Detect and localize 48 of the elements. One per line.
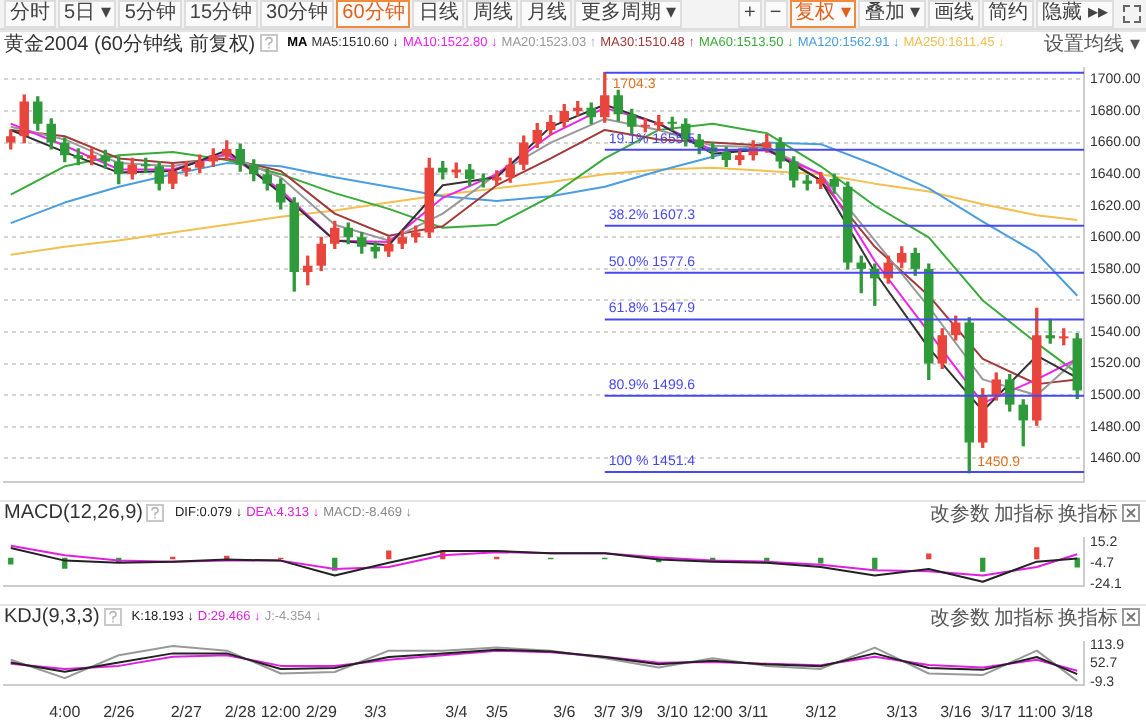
x-tick-label: 3/7 bbox=[593, 702, 617, 721]
text: 15分钟 bbox=[183, 0, 259, 28]
text: 分时 bbox=[4, 0, 56, 28]
text: 换指标 bbox=[1058, 605, 1118, 631]
chart-title: MACD(12,26,9) bbox=[4, 502, 143, 524]
x-tick-label: 3/16 bbox=[940, 702, 973, 721]
x-tick-label: 3/6 bbox=[553, 702, 577, 721]
text: 简约 bbox=[982, 0, 1035, 28]
text: 加指标 bbox=[994, 605, 1054, 631]
text: − bbox=[763, 0, 788, 28]
x-tick-label: 3/11 bbox=[738, 702, 770, 721]
text: 画线 bbox=[928, 0, 981, 28]
text: 更多周期 ▾ bbox=[574, 0, 683, 28]
text: 复权 ▾ bbox=[789, 0, 857, 28]
x-tick-label: 3/10 bbox=[656, 702, 689, 721]
text: 5日 ▾ bbox=[58, 0, 117, 28]
text: 月线 bbox=[520, 0, 573, 28]
x-tick-label: 12:00 bbox=[692, 702, 734, 721]
text: 加指标 bbox=[994, 501, 1054, 527]
x-tick-label: 3/12 bbox=[805, 702, 838, 721]
x-tick-label: 2/29 bbox=[305, 702, 338, 721]
x-tick-label: 11:00 bbox=[1017, 702, 1058, 721]
x-tick-label: 2/27 bbox=[170, 702, 203, 721]
x-tick-label: 2/26 bbox=[103, 702, 136, 721]
text: 60分钟 bbox=[336, 0, 411, 28]
text: 叠加 ▾ bbox=[858, 0, 927, 28]
text: 设置均线 ▾ bbox=[1044, 31, 1140, 57]
text: + bbox=[737, 0, 762, 28]
x-tick-label: 3/17 bbox=[980, 702, 1013, 721]
x-tick-label: 3/5 bbox=[485, 702, 509, 721]
x-tick-label: 12:00 bbox=[260, 702, 302, 721]
text: 5分钟 bbox=[118, 0, 182, 28]
text: 改参数 bbox=[930, 501, 990, 527]
x-tick-label: 2/28 bbox=[224, 702, 257, 721]
text: 隐藏 ▸▸ bbox=[1036, 0, 1114, 28]
text: 周线 bbox=[466, 0, 519, 28]
text: 换指标 bbox=[1058, 501, 1118, 527]
chart-title: KDJ(9,3,3) bbox=[4, 606, 100, 628]
x-tick-label: 3/13 bbox=[886, 702, 919, 721]
x-tick-label: 4:00 bbox=[49, 702, 82, 721]
x-tick-label: 3/9 bbox=[620, 702, 644, 721]
x-tick-label: 3/4 bbox=[445, 702, 469, 721]
x-tick-label: 3/18 bbox=[1061, 702, 1094, 721]
x-tick-label: 3/3 bbox=[364, 702, 388, 721]
text: 改参数 bbox=[930, 605, 990, 631]
chart-title: 黄金2004 (60分钟线 前复权) bbox=[4, 31, 256, 57]
text: 日线 bbox=[412, 0, 465, 28]
text: 30分钟 bbox=[260, 0, 335, 28]
